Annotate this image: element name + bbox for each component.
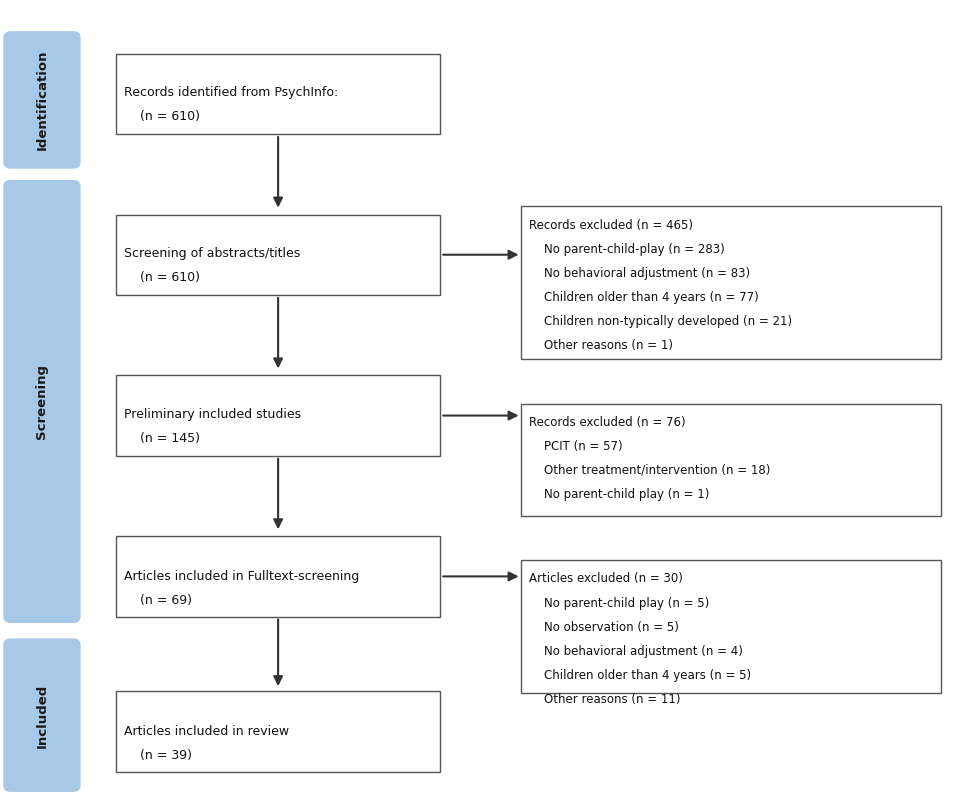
Text: PCIT (n = 57): PCIT (n = 57) <box>529 440 623 453</box>
FancyBboxPatch shape <box>3 31 80 169</box>
Bar <box>522 404 942 516</box>
FancyBboxPatch shape <box>3 638 80 792</box>
Text: Identification: Identification <box>35 49 49 150</box>
Text: No behavioral adjustment (n = 83): No behavioral adjustment (n = 83) <box>529 267 750 280</box>
Bar <box>116 215 440 295</box>
FancyBboxPatch shape <box>3 180 80 623</box>
Text: No parent-child-play (n = 283): No parent-child-play (n = 283) <box>529 243 724 256</box>
Text: (n = 610): (n = 610) <box>123 271 199 284</box>
Text: (n = 69): (n = 69) <box>123 594 191 607</box>
Bar <box>522 560 942 693</box>
Text: Other reasons (n = 1): Other reasons (n = 1) <box>529 339 673 352</box>
Text: Other treatment/intervention (n = 18): Other treatment/intervention (n = 18) <box>529 464 770 477</box>
Bar <box>116 536 440 617</box>
Text: Included: Included <box>35 684 49 747</box>
Text: Articles included in Fulltext-screening: Articles included in Fulltext-screening <box>123 570 359 583</box>
Text: No observation (n = 5): No observation (n = 5) <box>529 621 679 633</box>
Text: Screening of abstracts/titles: Screening of abstracts/titles <box>123 247 300 260</box>
Text: Screening: Screening <box>35 365 49 439</box>
Text: (n = 145): (n = 145) <box>123 432 199 445</box>
Text: Children older than 4 years (n = 77): Children older than 4 years (n = 77) <box>529 291 759 304</box>
Text: Records excluded (n = 76): Records excluded (n = 76) <box>529 416 686 429</box>
Text: Records identified from PsychInfo:: Records identified from PsychInfo: <box>123 86 338 98</box>
Text: Articles included in review: Articles included in review <box>123 725 289 738</box>
Text: (n = 610): (n = 610) <box>123 110 199 123</box>
Text: Children non-typically developed (n = 21): Children non-typically developed (n = 21… <box>529 315 792 328</box>
Text: Children older than 4 years (n = 5): Children older than 4 years (n = 5) <box>529 669 751 682</box>
Bar <box>116 375 440 456</box>
Text: Preliminary included studies: Preliminary included studies <box>123 408 300 420</box>
Bar <box>116 692 440 771</box>
Bar <box>116 53 440 134</box>
Text: Other reasons (n = 11): Other reasons (n = 11) <box>529 693 680 706</box>
Text: (n = 39): (n = 39) <box>123 750 191 763</box>
Text: No parent-child play (n = 5): No parent-child play (n = 5) <box>529 596 709 609</box>
Text: Records excluded (n = 465): Records excluded (n = 465) <box>529 219 693 232</box>
Text: No behavioral adjustment (n = 4): No behavioral adjustment (n = 4) <box>529 645 743 658</box>
Bar <box>522 207 942 359</box>
Text: No parent-child play (n = 1): No parent-child play (n = 1) <box>529 488 709 501</box>
Text: Articles excluded (n = 30): Articles excluded (n = 30) <box>529 572 683 585</box>
